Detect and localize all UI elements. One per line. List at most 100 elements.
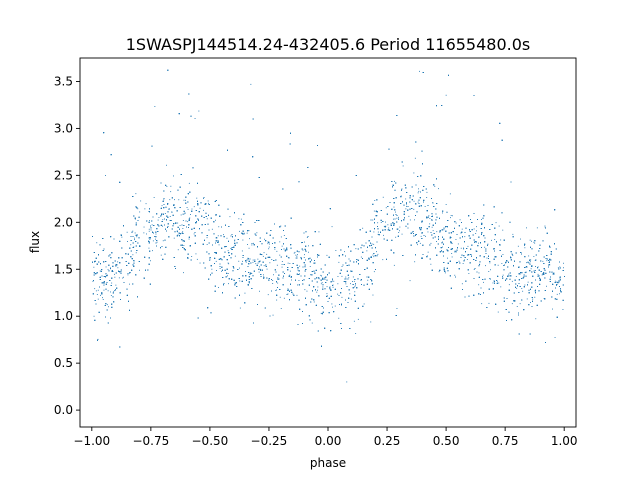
data-point bbox=[207, 200, 209, 202]
data-point bbox=[341, 296, 343, 298]
data-point bbox=[218, 244, 220, 246]
data-point bbox=[382, 259, 384, 261]
data-point bbox=[106, 304, 108, 306]
data-point bbox=[545, 227, 546, 229]
data-point bbox=[373, 243, 375, 245]
data-point bbox=[395, 211, 396, 213]
data-point bbox=[130, 244, 132, 246]
data-point bbox=[242, 260, 243, 262]
data-point bbox=[134, 218, 136, 220]
data-point bbox=[344, 278, 346, 279]
data-point bbox=[304, 254, 305, 256]
data-point bbox=[432, 202, 433, 204]
data-point bbox=[100, 294, 101, 296]
data-point bbox=[247, 244, 248, 245]
data-point bbox=[308, 245, 309, 247]
data-point bbox=[162, 225, 163, 227]
data-point bbox=[251, 273, 253, 274]
data-point bbox=[114, 273, 115, 275]
data-point bbox=[289, 263, 291, 264]
data-point bbox=[171, 211, 173, 213]
data-point bbox=[487, 243, 489, 245]
data-point bbox=[169, 216, 171, 217]
data-point bbox=[380, 222, 382, 223]
data-point bbox=[256, 232, 258, 234]
data-point bbox=[442, 212, 443, 214]
data-point bbox=[234, 255, 236, 257]
data-point bbox=[263, 252, 265, 254]
data-point bbox=[559, 293, 560, 295]
data-point bbox=[148, 241, 150, 242]
data-point bbox=[516, 287, 518, 289]
data-point bbox=[431, 226, 433, 228]
data-point bbox=[316, 291, 318, 293]
data-point bbox=[248, 247, 250, 249]
data-point bbox=[432, 202, 434, 204]
data-point bbox=[524, 284, 526, 286]
data-point bbox=[188, 182, 190, 184]
data-point bbox=[395, 236, 397, 238]
data-point bbox=[293, 252, 295, 254]
data-point bbox=[533, 256, 535, 257]
data-point bbox=[287, 257, 289, 259]
data-point bbox=[276, 250, 278, 252]
data-point bbox=[116, 264, 118, 266]
data-point bbox=[324, 279, 326, 280]
data-point bbox=[530, 259, 532, 261]
data-point bbox=[432, 230, 434, 232]
data-point bbox=[193, 206, 195, 208]
data-point bbox=[281, 261, 283, 262]
data-point bbox=[297, 269, 299, 271]
data-point bbox=[413, 200, 415, 202]
data-point bbox=[140, 200, 142, 202]
data-point bbox=[227, 250, 229, 252]
data-point bbox=[535, 318, 537, 320]
data-point bbox=[419, 70, 420, 72]
data-point bbox=[226, 237, 228, 239]
data-point bbox=[354, 285, 356, 287]
data-point bbox=[264, 238, 265, 240]
data-point bbox=[462, 263, 464, 264]
data-point bbox=[242, 239, 244, 241]
data-point bbox=[219, 268, 221, 269]
data-point bbox=[413, 172, 415, 174]
data-point bbox=[287, 293, 289, 295]
data-point bbox=[491, 239, 492, 241]
data-point bbox=[132, 254, 134, 256]
data-point bbox=[430, 263, 432, 265]
data-point bbox=[152, 240, 154, 242]
data-point bbox=[354, 286, 355, 288]
data-point bbox=[563, 267, 564, 269]
data-point bbox=[152, 250, 153, 252]
data-point bbox=[401, 188, 403, 190]
data-point bbox=[502, 274, 504, 276]
data-point bbox=[350, 270, 351, 272]
data-point bbox=[387, 224, 389, 226]
data-point bbox=[546, 285, 547, 287]
data-point bbox=[317, 289, 318, 291]
data-point bbox=[118, 277, 120, 279]
data-point bbox=[221, 270, 222, 272]
data-point bbox=[320, 283, 322, 285]
data-point bbox=[171, 211, 172, 213]
data-point bbox=[206, 218, 208, 220]
data-point bbox=[535, 270, 536, 271]
data-point bbox=[495, 222, 497, 224]
data-point bbox=[553, 272, 555, 274]
data-point bbox=[542, 260, 544, 262]
data-point bbox=[127, 241, 128, 242]
data-point bbox=[280, 308, 282, 309]
data-point bbox=[522, 290, 524, 292]
data-point bbox=[266, 268, 268, 270]
data-point bbox=[352, 276, 354, 278]
data-point bbox=[463, 248, 465, 250]
data-point bbox=[259, 290, 260, 292]
data-point bbox=[485, 265, 486, 267]
data-point bbox=[234, 239, 236, 241]
data-point bbox=[442, 241, 443, 243]
data-point bbox=[114, 290, 115, 292]
data-point bbox=[276, 264, 278, 266]
data-point bbox=[350, 270, 352, 272]
data-point bbox=[92, 280, 94, 282]
data-point bbox=[96, 242, 98, 244]
